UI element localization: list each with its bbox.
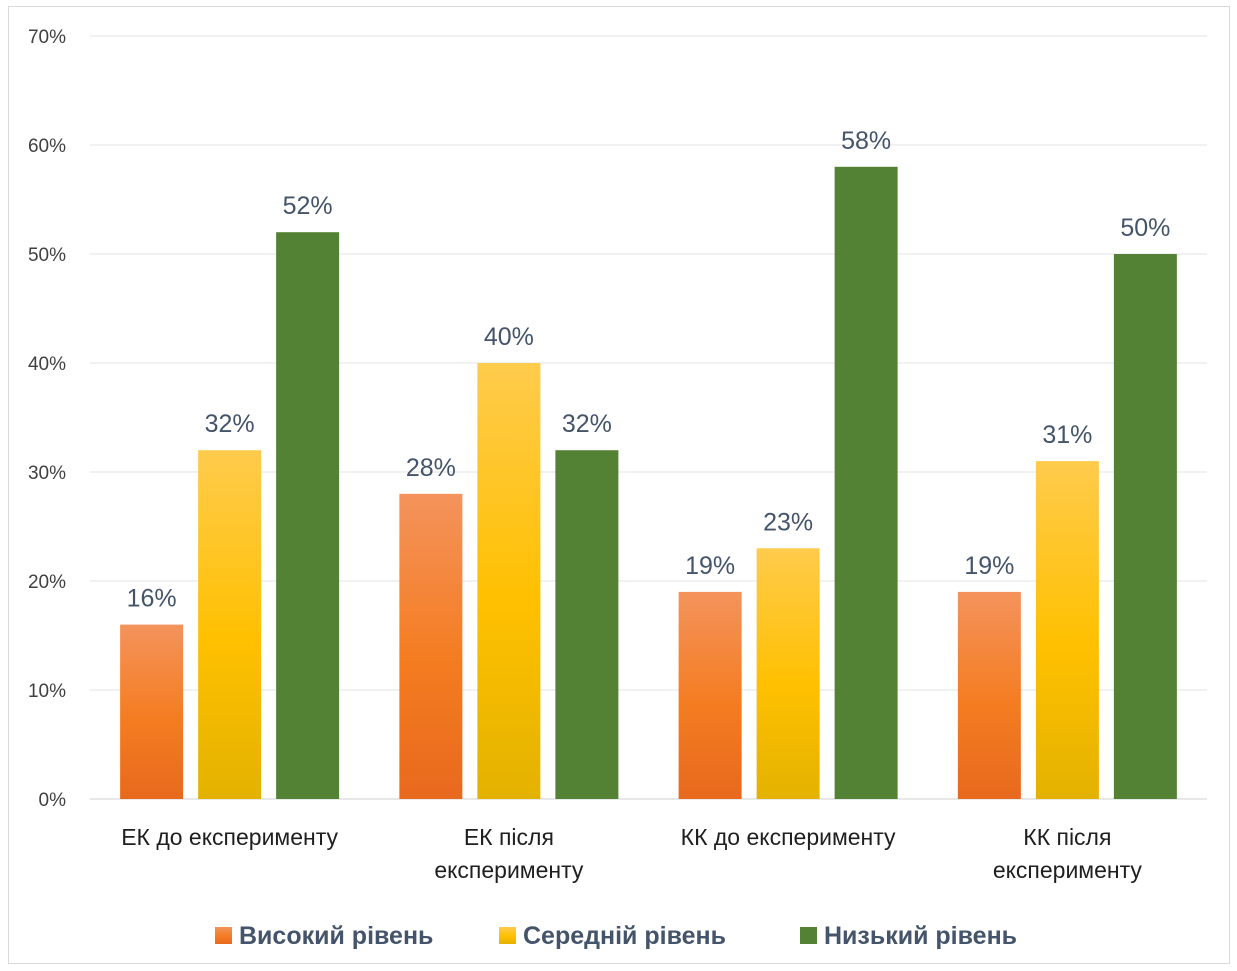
legend-swatch	[215, 927, 232, 944]
data-label: 28%	[406, 454, 456, 482]
legend-swatch	[800, 927, 817, 944]
data-label: 23%	[763, 508, 813, 536]
bar	[120, 624, 184, 799]
legend: Високий рівень Середній рівень Низький рів…	[215, 922, 1017, 950]
y-tick-label: 70%	[28, 27, 66, 48]
legend-swatch	[499, 927, 516, 944]
y-tick-label: 60%	[28, 136, 66, 157]
bar	[1113, 254, 1177, 799]
y-tick-label: 20%	[28, 572, 66, 593]
data-label: 19%	[964, 552, 1014, 580]
category-labels: ЕК до експерименту ЕК після експерименту КК…	[121, 824, 1142, 883]
bar	[678, 591, 742, 799]
y-tick-label: 30%	[28, 463, 66, 484]
category-label: КК до експерименту	[681, 824, 896, 850]
data-label: 32%	[205, 410, 255, 438]
category-label: ЕК після експерименту	[434, 824, 584, 883]
category-label: ЕК до експерименту	[121, 824, 338, 850]
bar	[276, 232, 340, 799]
data-label: 40%	[484, 323, 534, 351]
data-label: 50%	[1120, 214, 1170, 242]
bar	[477, 363, 541, 799]
bar	[555, 450, 619, 799]
bar	[399, 493, 463, 799]
bar	[756, 548, 820, 799]
bar	[1035, 461, 1099, 799]
y-axis-tick-labels: 0% 10% 20% 30% 40% 50% 60% 70%	[28, 27, 66, 811]
y-tick-label: 10%	[28, 681, 66, 702]
legend-label: Низький рівень	[824, 922, 1017, 950]
legend-label: Високий рівень	[239, 922, 433, 950]
bars	[120, 166, 1177, 800]
legend-label: Середній рівень	[523, 922, 726, 950]
bar	[834, 166, 898, 800]
category-label: КК після експерименту	[993, 824, 1143, 883]
data-label: 19%	[685, 552, 735, 580]
bar	[957, 591, 1021, 799]
y-tick-label: 50%	[28, 245, 66, 266]
data-label: 32%	[562, 410, 612, 438]
data-labels: 16% 32% 52% 28% 40% 32% 19% 23% 58% 19% 31% 50%	[127, 127, 1171, 613]
y-tick-label: 40%	[28, 354, 66, 375]
data-label: 31%	[1042, 421, 1092, 449]
data-label: 16%	[127, 585, 177, 613]
y-tick-label: 0%	[39, 790, 67, 811]
data-label: 58%	[841, 127, 891, 155]
data-label: 52%	[283, 192, 333, 220]
bar	[198, 450, 262, 799]
